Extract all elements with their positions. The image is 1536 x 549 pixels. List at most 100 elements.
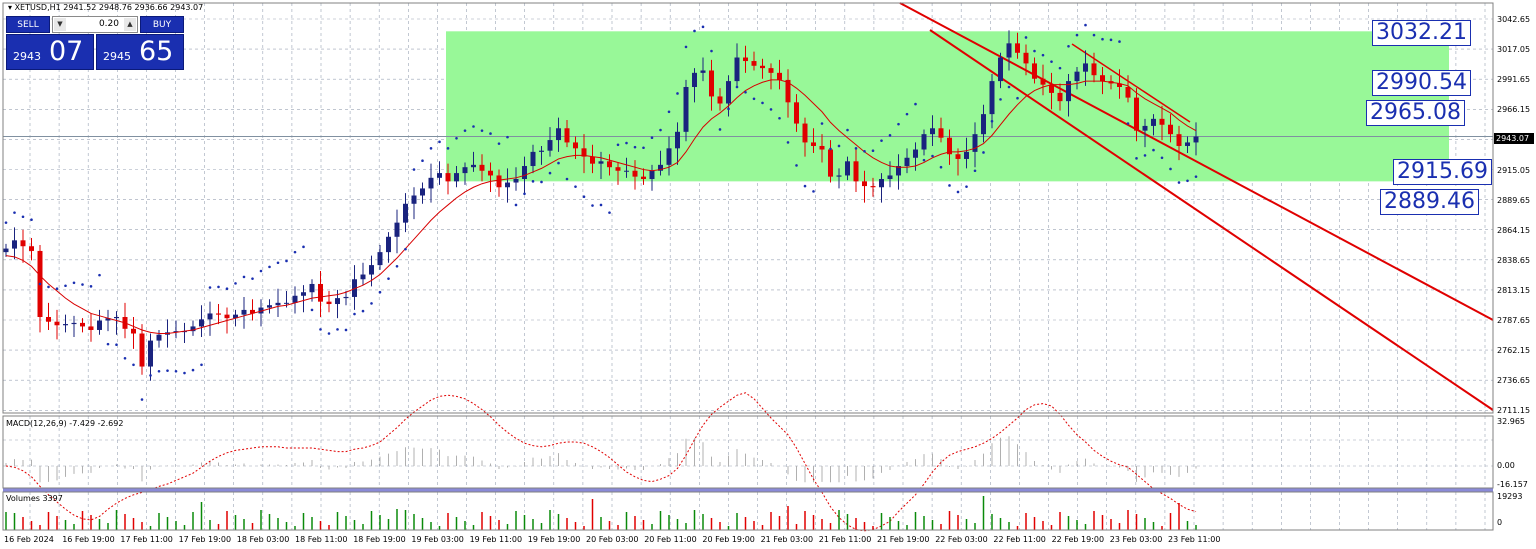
one-click-trading-panel: SELL ▼ 0.20 ▲ BUY 2943 07 2945 65: [4, 16, 184, 71]
sar-dot: [888, 134, 892, 137]
price-tick: 2762.15: [1497, 346, 1531, 355]
candle-body: [207, 313, 213, 320]
sar-dot: [557, 161, 560, 165]
sar-dot: [795, 164, 798, 167]
candle-body: [581, 148, 587, 157]
candle-body: [709, 70, 714, 97]
time-tick: 19 Feb 11:00: [469, 535, 523, 544]
sar-dot: [1067, 45, 1070, 48]
sar-dot: [914, 102, 917, 106]
sar-dot: [217, 285, 220, 289]
sar-dot: [701, 25, 705, 29]
sar-dot: [98, 273, 101, 277]
macd-tick: -16.157: [1497, 480, 1528, 489]
sar-dot: [608, 211, 611, 214]
sar-dot: [616, 143, 620, 147]
sar-dot: [353, 312, 356, 316]
candle-body: [80, 322, 85, 327]
lot-down-arrow-icon[interactable]: ▼: [54, 18, 66, 31]
level-label[interactable]: 2889.46: [1380, 189, 1479, 215]
sar-dot: [514, 203, 518, 207]
level-label[interactable]: 2990.54: [1372, 70, 1471, 96]
candle-body: [445, 173, 451, 182]
level-label[interactable]: 3032.21: [1372, 20, 1471, 46]
candle-body: [845, 161, 850, 176]
candle-body: [190, 326, 196, 332]
sar-dot: [455, 137, 458, 140]
sar-dot: [429, 147, 433, 150]
sar-dot: [174, 369, 178, 373]
candle-body: [284, 302, 289, 304]
candle-body: [71, 322, 77, 325]
candle-body: [675, 131, 680, 149]
candle-body: [607, 161, 612, 168]
sell-price-small: 2943: [13, 50, 41, 63]
candle-body: [275, 302, 281, 306]
sar-dot: [829, 147, 832, 151]
candle-body: [1134, 97, 1139, 131]
candle-body: [964, 151, 969, 159]
volume-bars: [5, 496, 1197, 530]
candle-body: [879, 178, 884, 188]
sar-dot: [370, 302, 373, 305]
moving-average-line: [5, 79, 1197, 335]
price-tick: 2991.65: [1497, 75, 1531, 84]
sar-dot: [208, 286, 212, 289]
candle-body: [717, 96, 723, 104]
sar-dot: [973, 169, 977, 173]
sar-dot: [1024, 36, 1028, 39]
candle-body: [454, 173, 459, 182]
channel-upper-line[interactable]: [899, 2, 1494, 321]
candle-body: [624, 170, 629, 172]
candle-body: [658, 164, 663, 171]
sar-dot: [999, 98, 1002, 101]
candle-body: [1057, 92, 1063, 102]
sar-dot: [421, 159, 424, 163]
sar-dot: [276, 261, 280, 265]
candle-body: [598, 161, 604, 164]
sar-dot: [684, 45, 688, 49]
sell-price-big: 07: [49, 36, 84, 67]
sar-dot: [1160, 156, 1164, 160]
price-tick: 2864.15: [1497, 226, 1531, 235]
buy-button[interactable]: BUY: [140, 16, 184, 33]
sar-dot: [948, 184, 951, 187]
sar-dot: [965, 185, 968, 188]
sar-dot: [786, 141, 790, 144]
time-tick: 18 Feb 11:00: [295, 535, 348, 544]
sar-dot: [769, 108, 773, 111]
candle-body: [139, 333, 145, 367]
candle-body: [870, 186, 876, 188]
candle-body: [114, 316, 119, 319]
time-tick: 22 Feb 19:00: [1051, 535, 1105, 544]
time-tick: 20 Feb 19:00: [702, 535, 755, 544]
candle-body: [250, 309, 255, 314]
lot-size-value: 0.20: [98, 19, 119, 29]
lot-size-input[interactable]: ▼ 0.20 ▲: [52, 16, 138, 33]
sar-dot: [1075, 33, 1079, 37]
level-label[interactable]: 2965.08: [1366, 100, 1465, 126]
time-tick: 16 Feb 2024: [4, 535, 54, 544]
buy-price-button[interactable]: 2945 65: [96, 34, 184, 70]
support-resistance-zone[interactable]: [446, 31, 1449, 182]
channel-lower-line[interactable]: [929, 29, 1494, 411]
sar-dot: [55, 287, 59, 290]
level-label[interactable]: 2915.69: [1393, 159, 1492, 185]
sar-dot: [378, 290, 382, 294]
sar-dot: [506, 135, 509, 139]
sell-button[interactable]: SELL: [6, 16, 50, 33]
channel-inner-line[interactable]: [1071, 43, 1191, 123]
sar-dot: [285, 259, 288, 263]
sell-price-button[interactable]: 2943 07: [6, 34, 94, 70]
candle-body: [513, 178, 519, 183]
candle-body: [904, 157, 910, 167]
candle-body: [1023, 52, 1029, 64]
sar-dot: [259, 269, 263, 273]
sar-dot: [1186, 179, 1189, 183]
candle-body: [743, 57, 748, 62]
sar-dot: [735, 85, 739, 89]
lot-up-arrow-icon[interactable]: ▲: [124, 18, 136, 31]
sar-dot: [591, 204, 594, 207]
sar-dot: [64, 284, 67, 288]
